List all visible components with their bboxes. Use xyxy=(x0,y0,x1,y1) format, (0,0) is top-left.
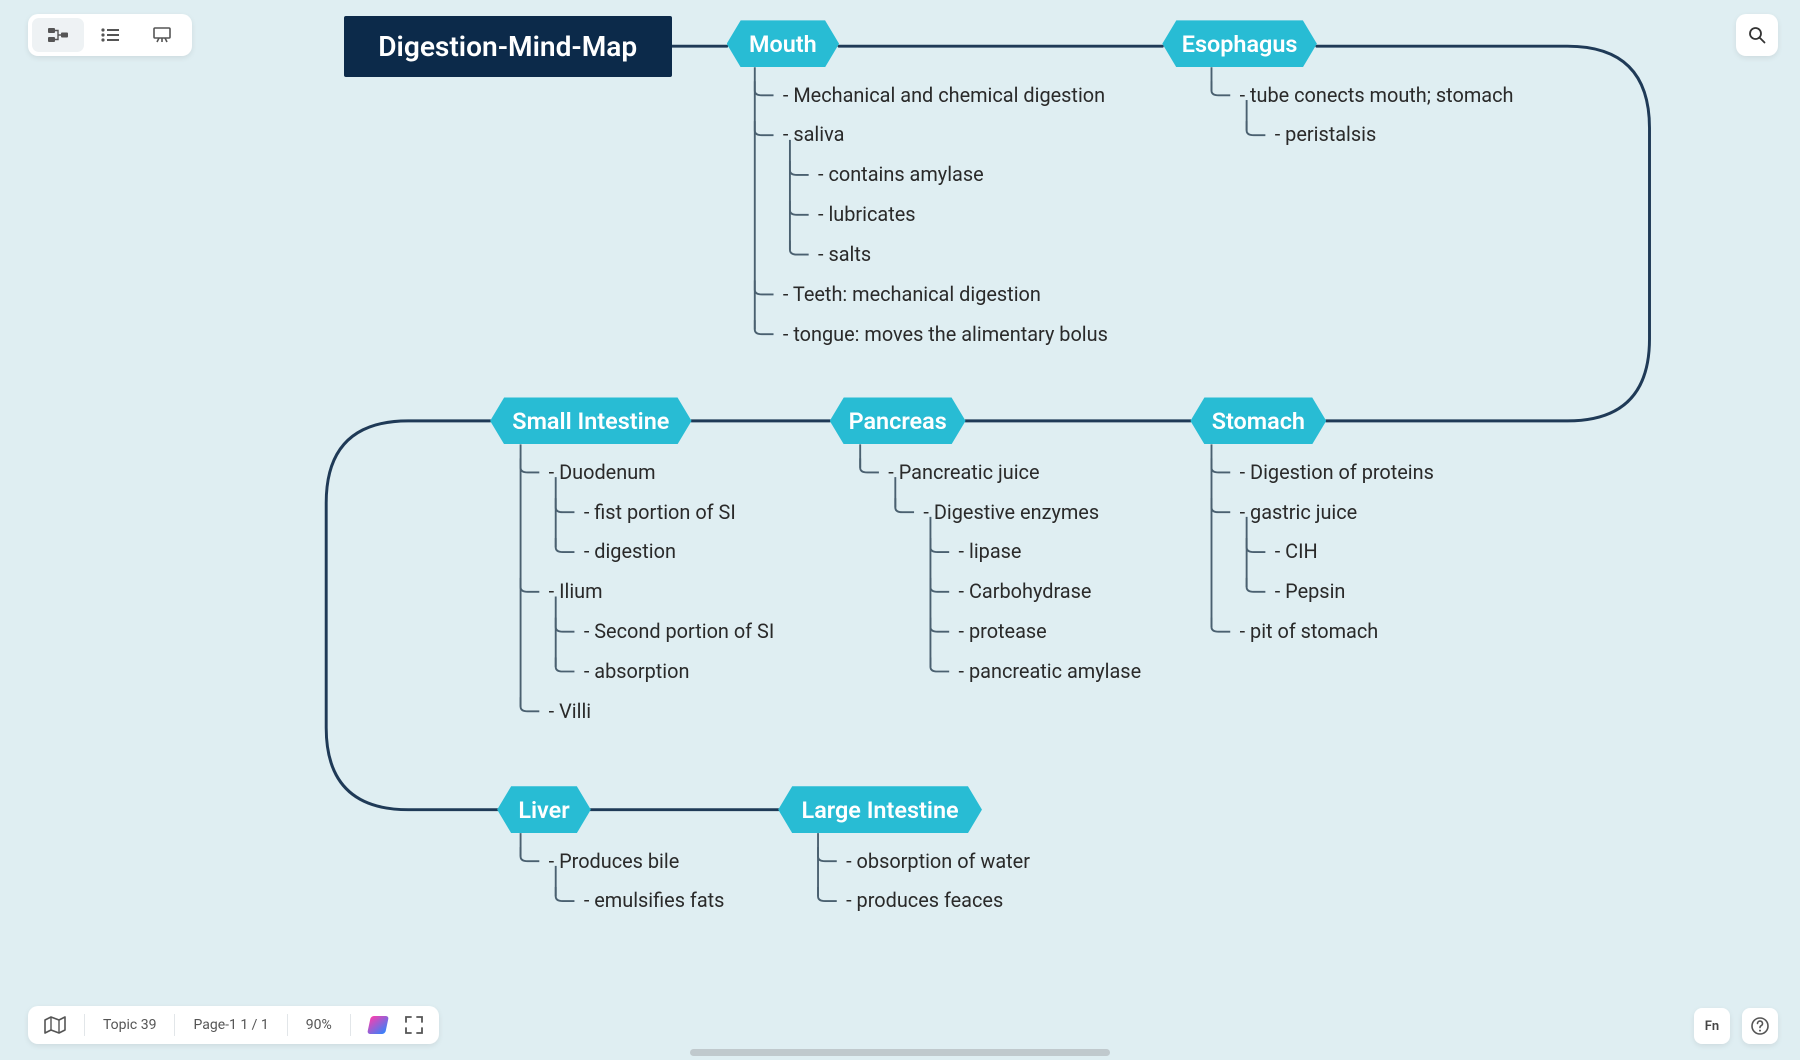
leaf-item[interactable]: - Second portion of SI xyxy=(584,620,774,643)
presentation-icon xyxy=(153,27,171,43)
leaf-item[interactable]: - contains amylase xyxy=(818,163,984,186)
divider xyxy=(287,1014,288,1036)
leaf-item[interactable]: - Duodenum xyxy=(549,461,656,484)
leaf-item[interactable]: - gastric juice xyxy=(1240,501,1358,524)
leaf-item[interactable]: - Pepsin xyxy=(1275,580,1346,603)
brand-button[interactable] xyxy=(369,1016,387,1034)
list-icon xyxy=(101,28,119,42)
brand-icon xyxy=(367,1016,389,1034)
leaf-item[interactable]: - Carbohydrase xyxy=(959,580,1092,603)
leaf-item[interactable]: - tube conects mouth; stomach xyxy=(1240,84,1514,107)
search-button[interactable] xyxy=(1736,14,1778,56)
root-node[interactable]: Digestion-Mind-Map xyxy=(344,16,672,77)
horizontal-scrollbar[interactable] xyxy=(690,1049,1110,1056)
leaf-item[interactable]: - pit of stomach xyxy=(1240,620,1379,643)
divider xyxy=(84,1014,85,1036)
view-outline-button[interactable] xyxy=(84,18,136,52)
leaf-item[interactable]: - lubricates xyxy=(818,203,916,226)
leaf-item[interactable]: - emulsifies fats xyxy=(584,889,725,912)
view-present-button[interactable] xyxy=(136,18,188,52)
view-switcher xyxy=(28,14,192,56)
leaf-item[interactable]: - salts xyxy=(818,243,871,266)
mindmap-icon xyxy=(48,27,68,43)
leaf-item[interactable]: - saliva xyxy=(783,123,845,146)
leaf-item[interactable]: - pancreatic amylase xyxy=(959,660,1142,683)
fullscreen-icon xyxy=(405,1016,423,1034)
leaf-item[interactable]: - Digestive enzymes xyxy=(923,501,1099,524)
leaf-item[interactable]: - Pancreatic juice xyxy=(888,461,1039,484)
zoom-label[interactable]: 90% xyxy=(306,1017,332,1033)
node-pancreas[interactable]: Pancreas xyxy=(830,397,966,444)
node-large[interactable]: Large Intestine xyxy=(778,786,982,833)
leaf-item[interactable]: - Produces bile xyxy=(549,850,680,873)
bottom-right-buttons: Fn xyxy=(1694,1008,1778,1044)
leaf-item[interactable]: - CIH xyxy=(1275,540,1318,563)
map-icon xyxy=(44,1016,66,1034)
leaf-item[interactable]: - Ilium xyxy=(549,580,603,603)
node-esophagus[interactable]: Esophagus xyxy=(1162,20,1317,67)
help-button[interactable] xyxy=(1742,1008,1778,1044)
leaf-item[interactable]: - fist portion of SI xyxy=(584,501,736,524)
divider xyxy=(174,1014,175,1036)
fullscreen-button[interactable] xyxy=(405,1016,423,1034)
leaf-item[interactable]: - Villi xyxy=(549,700,591,723)
bottom-toolbar: Topic 39 Page-1 1 / 1 90% xyxy=(28,1006,439,1044)
leaf-item[interactable]: - lipase xyxy=(959,540,1022,563)
leaf-item[interactable]: - Digestion of proteins xyxy=(1240,461,1434,484)
help-icon xyxy=(1751,1017,1769,1035)
mindmap-canvas[interactable]: Digestion-Mind-Map Mouth Esophagus Small In… xyxy=(0,0,1800,1060)
map-overview-button[interactable] xyxy=(44,1016,66,1034)
leaf-item[interactable]: - digestion xyxy=(584,540,676,563)
node-liver[interactable]: Liver xyxy=(497,786,591,833)
leaf-item[interactable]: - tongue: moves the alimentary bolus xyxy=(783,323,1108,346)
search-icon xyxy=(1748,26,1766,44)
leaf-item[interactable]: - obsorption of water xyxy=(846,850,1030,873)
divider xyxy=(350,1014,351,1036)
fn-button[interactable]: Fn xyxy=(1694,1008,1730,1044)
node-stomach[interactable]: Stomach xyxy=(1190,397,1326,444)
node-mouth[interactable]: Mouth xyxy=(727,20,839,67)
node-small[interactable]: Small Intestine xyxy=(490,397,691,444)
leaf-item[interactable]: - Teeth: mechanical digestion xyxy=(783,283,1041,306)
leaf-item[interactable]: - absorption xyxy=(584,660,690,683)
leaf-item[interactable]: - Mechanical and chemical digestion xyxy=(783,84,1105,107)
page-label[interactable]: Page-1 1 / 1 xyxy=(193,1017,268,1033)
leaf-item[interactable]: - protease xyxy=(959,620,1047,643)
topic-label: Topic 39 xyxy=(103,1017,156,1033)
view-mindmap-button[interactable] xyxy=(32,18,84,52)
leaf-item[interactable]: - peristalsis xyxy=(1275,123,1377,146)
leaf-item[interactable]: - produces feaces xyxy=(846,889,1003,912)
